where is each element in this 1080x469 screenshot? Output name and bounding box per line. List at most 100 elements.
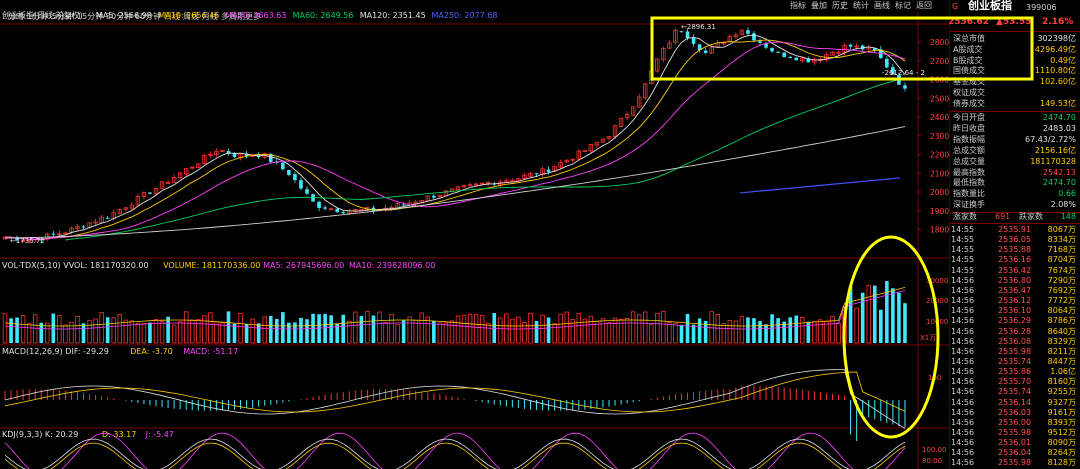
volume-bar: [135, 322, 141, 344]
candle-body: [606, 136, 612, 139]
candle-body: [75, 226, 80, 229]
period-tab-4[interactable]: 30分钟: [106, 12, 133, 21]
volume-bar: [353, 311, 358, 344]
candle-body: [202, 155, 207, 164]
period-tab-8[interactable]: 月线: [202, 12, 218, 21]
period-tab-3[interactable]: 15分钟: [77, 12, 104, 21]
stat-row-value: 67.43/2.72%: [1024, 134, 1076, 144]
tick-price: 2536.03: [998, 407, 1032, 417]
market-row-value: 4296.49亿: [1034, 44, 1076, 54]
candle-body: [522, 175, 527, 180]
candle-body: [624, 113, 630, 119]
volume-bar: [540, 314, 545, 344]
tick-time: 14:55: [951, 245, 975, 255]
tick-row: 14:56 2535.74 9255万: [951, 387, 1076, 398]
volume-bar: [891, 288, 895, 343]
candle-body: [341, 212, 346, 214]
macd-dea-line: [4, 371, 906, 413]
kdj-axis-label: 80.00: [922, 457, 942, 465]
volume-bar: [129, 320, 135, 344]
volume-bar: [425, 316, 430, 344]
price-axis-label: 2300: [930, 132, 949, 141]
tick-time: 14:56: [951, 448, 975, 458]
low-annotation: ←1735.72: [10, 237, 45, 245]
ma-legend-1: MA10: 2656.46: [158, 11, 220, 20]
volume-bar: [588, 315, 594, 344]
menu-item-4[interactable]: 画线: [874, 1, 890, 10]
period-tab-1[interactable]: 1分钟: [27, 12, 49, 21]
candle-body: [141, 192, 147, 198]
candle-body: [637, 96, 642, 108]
menu-item-0[interactable]: 指标: [790, 1, 806, 10]
candle-body: [287, 170, 291, 175]
candle-body: [455, 186, 461, 191]
volume-bar: [455, 315, 461, 344]
candle-body: [15, 237, 19, 241]
candle-body: [473, 183, 479, 186]
market-row: A股成交 4296.49亿: [953, 45, 1076, 56]
menu-item-2[interactable]: 历史: [832, 1, 848, 10]
volume-bar: [534, 320, 539, 343]
tick-volume: 7674万: [1047, 265, 1076, 275]
candle-body: [546, 169, 551, 172]
candle-body: [335, 208, 339, 213]
volume-bar: [329, 315, 333, 343]
candle-body: [183, 168, 189, 175]
tick-row: 14:56 2535.74 8447万: [951, 357, 1076, 368]
stat-row: 今日开盘 2474.70: [953, 113, 1076, 124]
tick-volume: 1.06亿: [1050, 367, 1076, 377]
candle-body: [413, 201, 418, 204]
volume-bar: [624, 318, 630, 344]
period-tab-10[interactable]: 更多: [245, 12, 261, 21]
tick-price: 2536.05: [998, 235, 1032, 245]
tick-price: 2536.10: [998, 306, 1032, 316]
tick-time: 14:55: [951, 255, 975, 265]
pct-change: 2.16%: [1042, 17, 1074, 27]
volume-bar: [782, 321, 786, 343]
period-tab-5[interactable]: 60分钟: [135, 12, 162, 21]
kline-chart[interactable]: 2800270026002500240023002200210020001900…: [0, 0, 950, 469]
candle-body: [171, 177, 177, 183]
volume-axis-label: X1万: [920, 334, 936, 342]
menu-item-3[interactable]: 统计: [853, 1, 869, 10]
price-axis-label: 2400: [930, 113, 949, 122]
tick-volume: 8334万: [1047, 235, 1076, 245]
tick-volume: 8090万: [1047, 438, 1076, 448]
stat-row-label: 指数量比: [953, 189, 985, 199]
candle-body: [220, 149, 225, 152]
market-row-label: 权证成交: [953, 88, 985, 97]
menu-item-6[interactable]: 返回: [916, 1, 932, 10]
candle-body: [510, 180, 515, 183]
volume-bar: [866, 284, 871, 344]
period-tab-6[interactable]: 日线: [164, 12, 180, 21]
tick-time: 14:56: [951, 296, 975, 306]
ma-legend-3: MA60: 2649.56: [292, 11, 354, 20]
volume-bar: [244, 324, 249, 343]
tick-price: 2536.28: [998, 326, 1032, 336]
period-tab-0[interactable]: 分时: [8, 12, 24, 21]
volume-bar: [63, 324, 68, 344]
period-tab-2[interactable]: 5分钟: [52, 12, 74, 21]
recent-annotation: -2612.64 - 2: [882, 69, 925, 77]
tick-time: 14:56: [951, 407, 975, 417]
tick-time: 14:56: [951, 417, 975, 427]
volume-bar: [649, 324, 654, 344]
volume-bar: [758, 321, 762, 343]
volume-bar: [341, 314, 346, 343]
volume-bar: [2, 313, 8, 344]
menu-item-5[interactable]: 标记: [895, 1, 911, 10]
tick-price: 2535.91: [998, 225, 1032, 234]
down-label: 跌家数: [1019, 212, 1043, 221]
volume-bar: [510, 318, 515, 344]
tick-row: 14:56 2536.28 8640万: [951, 327, 1076, 338]
tick-row: 14:55 2535.91 8067万: [951, 225, 1076, 236]
period-tab-7[interactable]: 周线: [183, 12, 199, 21]
market-row: 深总市值 302398亿: [953, 34, 1076, 45]
kdj-axis-label: 100.00: [922, 446, 947, 454]
tick-time: 14:56: [951, 336, 975, 346]
stat-row: 总成交额 2156.16亿: [953, 146, 1076, 157]
period-tab-9[interactable]: 多周期: [221, 12, 245, 21]
volume-bar: [15, 317, 19, 343]
candle-body: [129, 204, 135, 209]
menu-item-1[interactable]: 叠加: [811, 1, 827, 10]
